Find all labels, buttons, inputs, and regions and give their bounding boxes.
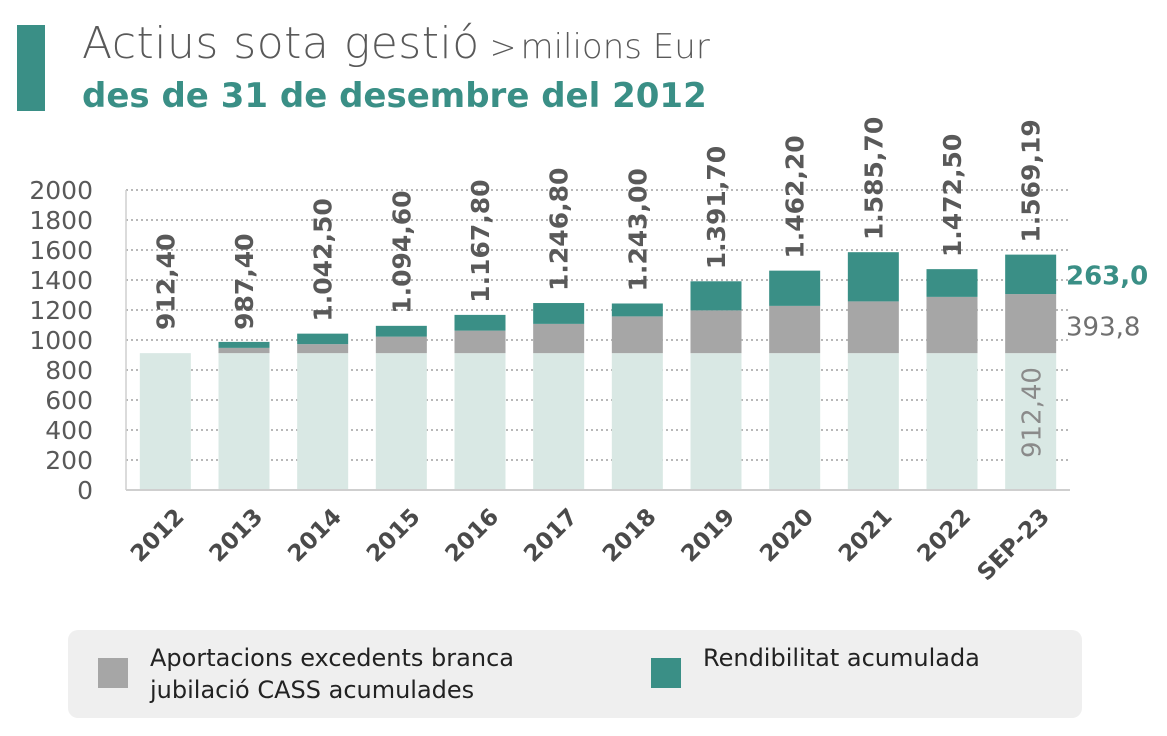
y-tick-label: 2000 xyxy=(29,176,93,205)
title-separator: > xyxy=(489,28,517,66)
x-category-label: 2021 xyxy=(834,504,898,568)
bar-segment-returns xyxy=(847,252,899,302)
bar-segment-returns xyxy=(1005,254,1057,295)
bar-segment-contributions xyxy=(847,301,899,354)
legend-item-contributions: Aportacions excedents branca jubilació C… xyxy=(98,642,610,706)
total-value-label: 1.569,19 xyxy=(1017,119,1046,242)
x-category-label: 2022 xyxy=(913,504,977,568)
bar-segment-contributions xyxy=(375,336,427,354)
bar-segment-base xyxy=(847,353,899,490)
bar-segment-returns xyxy=(218,341,270,348)
total-value-label: 912,40 xyxy=(151,234,180,330)
total-value-label: 1.472,50 xyxy=(938,134,967,257)
legend-label-returns: Rendibilitat acumulada xyxy=(703,644,980,672)
y-tick-label: 1600 xyxy=(29,236,93,265)
total-value-label: 1.585,70 xyxy=(859,117,888,240)
x-category-label: 2017 xyxy=(519,504,583,568)
total-value-label: 1.246,80 xyxy=(545,168,574,291)
legend-item-returns: Rendibilitat acumulada xyxy=(651,642,980,688)
annotation-contributions-value: 393,8 xyxy=(1066,313,1140,343)
legend-swatch-returns xyxy=(651,658,681,688)
x-category-label: 2015 xyxy=(362,504,426,568)
bar-segment-base xyxy=(926,353,978,490)
legend-swatch-contributions xyxy=(98,658,128,688)
title-unit: milions Eur xyxy=(520,27,710,67)
x-category-label: 2013 xyxy=(205,504,269,568)
bar-segment-base xyxy=(297,353,349,490)
annotation-base-value: 912,40 xyxy=(1018,367,1048,458)
bar-segment-contributions xyxy=(690,310,742,354)
y-tick-label: 600 xyxy=(45,386,93,415)
bar-segment-base xyxy=(769,353,821,490)
bar-segment-returns xyxy=(297,333,349,345)
bar-segment-contributions xyxy=(1005,294,1057,354)
x-category-label: 2016 xyxy=(441,504,505,568)
legend: Aportacions excedents branca jubilació C… xyxy=(68,630,1082,718)
annotation-returns-value: 263,0 xyxy=(1066,261,1148,291)
bar-segment-base xyxy=(533,353,585,490)
y-tick-label: 1400 xyxy=(29,266,93,295)
bar-segment-returns xyxy=(769,270,821,306)
bar-segment-contributions xyxy=(218,347,270,354)
bar-segment-contributions xyxy=(611,316,663,354)
x-category-label: 2018 xyxy=(598,504,662,568)
bar-segment-returns xyxy=(611,303,663,317)
total-value-label: 1.462,20 xyxy=(781,135,810,258)
title-text: Actius sota gestió xyxy=(82,18,480,69)
bar-segment-base xyxy=(611,353,663,490)
bar-segment-base xyxy=(690,353,742,490)
bar-segment-contributions xyxy=(533,323,585,354)
total-value-label: 1.243,00 xyxy=(623,168,652,291)
bar-segment-contributions xyxy=(769,305,821,354)
bar-segment-base xyxy=(139,353,191,490)
x-category-label: SEP-23 xyxy=(973,504,1055,586)
bar-segment-contributions xyxy=(297,344,349,354)
y-tick-label: 1800 xyxy=(29,206,93,235)
bar-segment-base xyxy=(218,353,270,490)
x-category-label: 2020 xyxy=(755,504,819,568)
bar-segment-returns xyxy=(533,303,585,324)
y-tick-label: 200 xyxy=(45,446,93,475)
page-subtitle: des de 31 de desembre del 2012 xyxy=(82,76,707,116)
bar-segment-contributions xyxy=(926,296,978,354)
x-category-label: 2012 xyxy=(126,504,190,568)
page-title: Actius sota gestió > milions Eur xyxy=(82,18,710,69)
y-tick-label: 400 xyxy=(45,416,93,445)
bar-segment-contributions xyxy=(454,330,506,354)
bar-segment-base xyxy=(454,353,506,490)
legend-label-contributions: Aportacions excedents branca jubilació C… xyxy=(150,644,514,704)
y-tick-label: 800 xyxy=(45,356,93,385)
x-category-label: 2014 xyxy=(283,504,347,568)
total-value-label: 1.042,50 xyxy=(309,198,338,321)
bar-segment-returns xyxy=(454,314,506,331)
bar-segment-base xyxy=(375,353,427,490)
bar-segment-returns xyxy=(690,281,742,311)
x-category-label: 2019 xyxy=(677,504,741,568)
y-tick-label: 0 xyxy=(77,476,93,505)
bar-segment-base xyxy=(1005,353,1057,490)
bar-segment-returns xyxy=(926,269,978,297)
total-value-label: 1.094,60 xyxy=(387,190,416,313)
bar-segment-returns xyxy=(375,325,427,337)
total-value-label: 1.391,70 xyxy=(702,146,731,269)
total-value-label: 1.167,80 xyxy=(466,179,495,302)
y-tick-label: 1200 xyxy=(29,296,93,325)
y-tick-label: 1000 xyxy=(29,326,93,355)
total-value-label: 987,40 xyxy=(230,233,259,329)
title-accent-bar xyxy=(17,25,45,111)
